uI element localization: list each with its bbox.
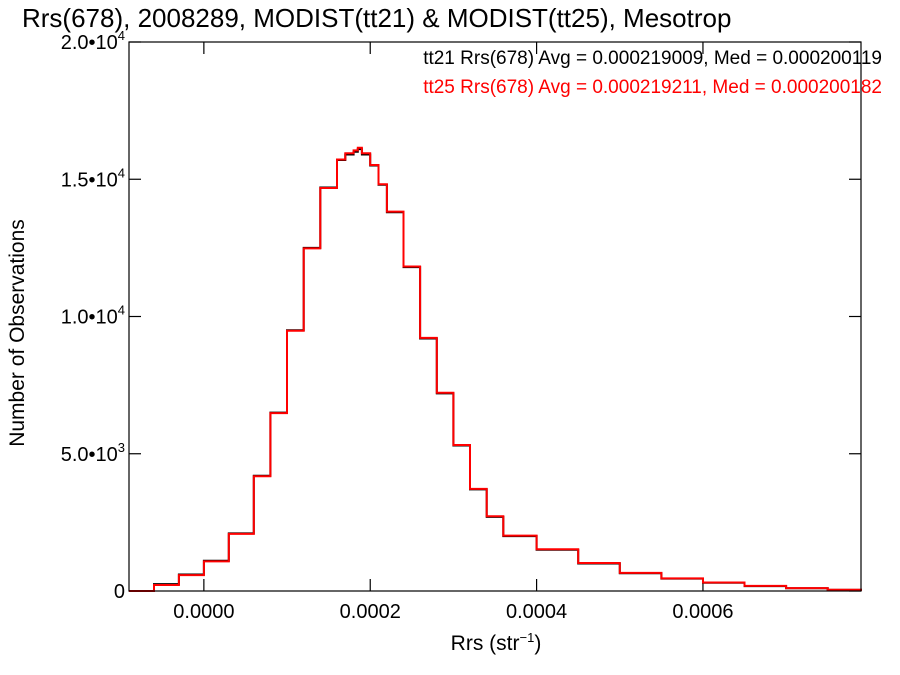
y-tick-label: 1.0•104 — [61, 303, 125, 329]
ticks-layer: 0.0000 0.0002 0.0004 0.000605.0•1031.0•1041… — [61, 28, 861, 623]
y-tick-label: 5.0•103 — [61, 440, 125, 466]
y-tick-label: 1.5•104 — [61, 165, 125, 191]
y-tick-label-exponent: 4 — [118, 165, 125, 180]
x-axis-label-text: Rrs (str — [450, 632, 520, 655]
y-tick-label: 2.0•104 — [61, 28, 125, 54]
series-layer — [129, 146, 862, 592]
x-tick-label: 0.0002 — [340, 601, 401, 623]
y-tick-label-base: 2.0•10 — [61, 32, 118, 54]
y-tick-label-base: 1.5•10 — [61, 169, 118, 191]
plot-area-frame — [128, 41, 862, 592]
x-axis-label: Rrs (str−1) — [451, 630, 542, 656]
y-tick-label-exponent: 3 — [118, 440, 125, 455]
x-axis-label-close: ) — [534, 632, 542, 655]
x-axis-label-exponent: −1 — [519, 630, 535, 645]
y-tick-label-base: 5.0•10 — [61, 444, 118, 466]
y-tick-label: 0 — [114, 581, 125, 603]
y-tick-label-base: 1.0•10 — [61, 307, 118, 329]
series-line-tt21 — [129, 148, 862, 592]
tt21-stats-annotation: tt21 Rrs(678) Avg = 0.000219009, Med = 0… — [423, 48, 882, 69]
tt25-stats-annotation: tt25 Rrs(678) Avg = 0.000219211, Med = 0… — [423, 77, 882, 98]
x-tick-label: 0.0000 — [173, 601, 234, 623]
y-tick-label-base: 0 — [114, 581, 125, 603]
series-line-tt25 — [129, 146, 862, 592]
y-tick-label-exponent: 4 — [118, 28, 125, 43]
x-tick-label: 0.0004 — [506, 601, 567, 623]
x-tick-label: 0.0006 — [672, 601, 733, 623]
chart-title: Rrs(678), 2008289, MODIST(tt21) & MODIST… — [22, 3, 732, 33]
y-axis-label-text: Number of Observations — [6, 219, 29, 447]
y-tick-label-exponent: 4 — [118, 303, 125, 318]
